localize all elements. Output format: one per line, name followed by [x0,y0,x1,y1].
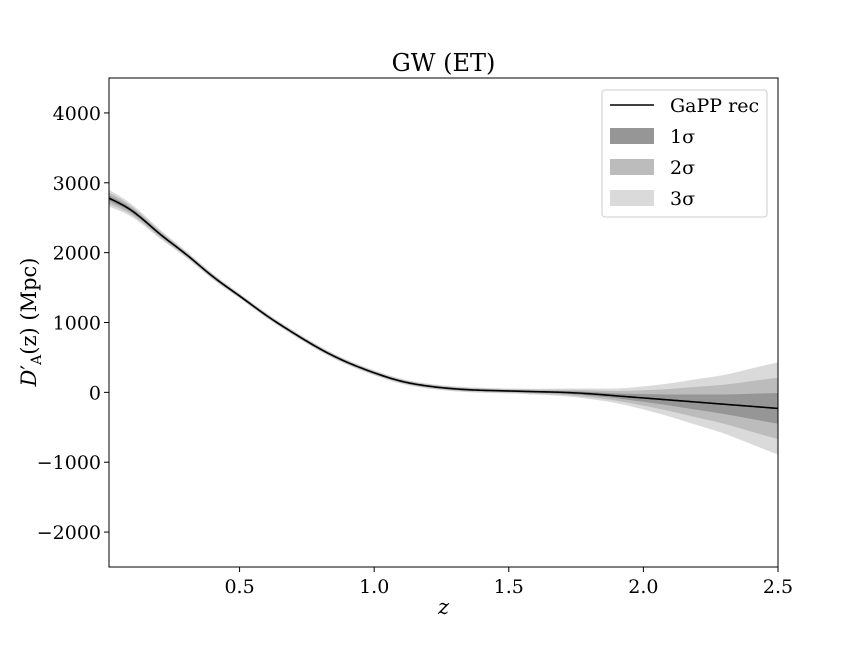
band-3sigma [109,189,778,455]
legend-box [601,89,768,218]
y-tick-label: 4000 [53,103,101,125]
legend-label-rec: GaPP rec [670,95,759,117]
y-tick-label: 1000 [53,313,101,335]
y-axis-label: D′A(z) (Mpc) [17,258,45,388]
legend-label-1sigma: 1σ [670,126,695,148]
y-tick-label: −1000 [37,452,101,474]
y-axis-label-prime: ′ [17,365,41,370]
x-tick-label: 1.0 [359,576,389,598]
y-tick-label: 0 [89,382,101,404]
y-axis-label-sub: A [29,354,45,366]
y-tick-label: 3000 [53,173,101,195]
confidence-bands [109,189,778,455]
x-tick-label: 2.5 [763,576,793,598]
legend-label-2sigma: 2σ [670,157,695,179]
chart-title: GW (ET) [392,49,496,77]
legend-swatch-3sigma [610,190,654,206]
band-1sigma [109,195,778,424]
x-axis-label: z [437,595,450,619]
y-tick-label: −2000 [37,522,101,544]
y-axis-label-main: D [17,369,41,387]
legend-label-3sigma: 3σ [670,188,695,210]
y-axis-ticks: −2000 −1000 0 1000 2000 3000 4000 [37,103,109,544]
x-tick-label: 0.5 [224,576,254,598]
legend-swatch-1sigma [610,128,654,144]
x-tick-label: 2.0 [628,576,658,598]
x-tick-label: 1.5 [494,576,524,598]
series-line-gapp-rec [108,197,779,410]
y-axis-label-rest: (z) (Mpc) [17,258,41,355]
series-lines [108,197,779,410]
y-tick-label: 2000 [53,243,101,265]
legend-swatch-2sigma [610,159,654,175]
legend: GaPP rec 1σ 2σ 3σ [601,89,768,218]
x-axis-ticks: 0.5 1.0 1.5 2.0 2.5 [224,567,793,598]
band-2sigma [109,192,778,440]
